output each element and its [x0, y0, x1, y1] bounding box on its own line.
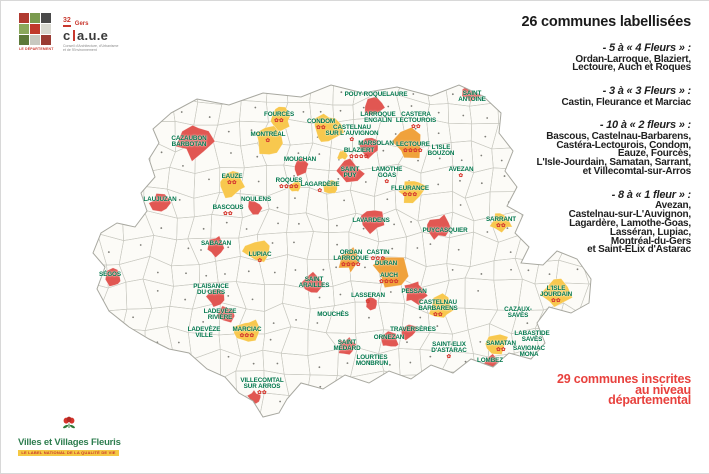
villes-villages-fleuris-logo: Villes et Villages Fleuris LE LABEL NATI…	[18, 416, 121, 456]
note-line: au niveau	[635, 382, 691, 397]
caue-region: Gers	[74, 21, 89, 27]
caue-acronym-aue: a.u.e	[77, 28, 109, 43]
category-communes-line: et Villecomtal-sur-Arros	[582, 166, 692, 178]
departmental-note: 29 communes inscrites au niveau départem…	[556, 372, 691, 407]
category-communes-line: Ordan-Larroque, Blaziert,	[575, 53, 691, 65]
departement-logo: LE DÉPARTEMENT	[19, 13, 54, 51]
caue-acronym-c: c	[63, 28, 71, 43]
caue-divider	[73, 30, 75, 41]
flower-category-block: - 8 à « 1 fleur » : Avezan, Castelnau-sur-…	[423, 188, 692, 256]
category-heading: - 3 à « 3 Fleurs » :	[602, 85, 692, 98]
category-communes-line: Montréal-du-Gers	[610, 235, 691, 247]
caue-subtext-line2: et de l'Environnement	[63, 48, 97, 53]
vvf-banner: LE LABEL NATIONAL DE LA QUALITÉ DE VIE	[18, 449, 119, 456]
category-communes-line: Avezan,	[654, 200, 691, 212]
caue-number: 32	[63, 17, 71, 27]
caue-acronym: c a.u.e	[63, 29, 118, 42]
flower-category-block: - 3 à « 3 Fleurs » : Castin, Fleurance et…	[423, 85, 692, 108]
category-communes-line: Lagardère, Lamothe-Goas,	[569, 217, 691, 229]
legend-panel: 26 communes labellisées - 5 à « 4 Fleurs…	[423, 14, 692, 268]
note-line: départemental	[608, 393, 691, 407]
category-communes-line: Castéra-Lectourois, Condom,	[556, 139, 691, 151]
category-communes-line: et Saint-ÉLix d'Astarac	[587, 244, 691, 256]
flower-category-block: - 5 à « 4 Fleurs » : Ordan-Larroque, Blaz…	[423, 43, 691, 73]
category-communes-line: Lectoure, Auch et Roques	[572, 62, 691, 74]
vvf-title: Villes et Villages Fleuris	[18, 437, 121, 448]
category-communes-line: Eauze, Fourcès,	[617, 148, 691, 160]
category-communes-line: Lasséran, Lupiac,	[609, 226, 691, 238]
departement-logo-collage	[19, 13, 51, 45]
flower-icon	[62, 416, 75, 429]
panel-title: 26 communes labellisées	[521, 14, 692, 30]
category-communes-line: L'Isle-Jourdain, Samatan, Sarrant,	[536, 157, 691, 169]
category-communes-line: Castelnau-sur-L'Auvignon,	[568, 209, 692, 221]
category-communes-line: Castin, Fleurance et Marciac	[561, 96, 692, 108]
note-line: 29 communes inscrites	[556, 372, 691, 386]
departement-logo-caption: LE DÉPARTEMENT	[19, 47, 54, 51]
category-communes-line: Bascous, Castelnau-Barbarens,	[546, 130, 691, 142]
category-heading: - 8 à « 1 fleur » :	[611, 188, 692, 201]
category-heading: - 5 à « 4 Fleurs » :	[602, 42, 692, 54]
caue-subtext-line1: Conseil d'Architecture, d'Urbanisme	[63, 44, 119, 48]
caue-subtext: Conseil d'Architecture, d'Urbanisme et d…	[63, 44, 118, 52]
caue-logo: 32 Gers c a.u.e Conseil d'Architecture, d…	[63, 17, 118, 52]
flower-categories: - 5 à « 4 Fleurs » : Ordan-Larroque, Blaz…	[423, 43, 691, 255]
category-heading: - 10 à « 2 fleurs » :	[599, 119, 691, 132]
flower-category-block: - 10 à « 2 fleurs » : Bascous, Castelnau-…	[423, 119, 692, 178]
